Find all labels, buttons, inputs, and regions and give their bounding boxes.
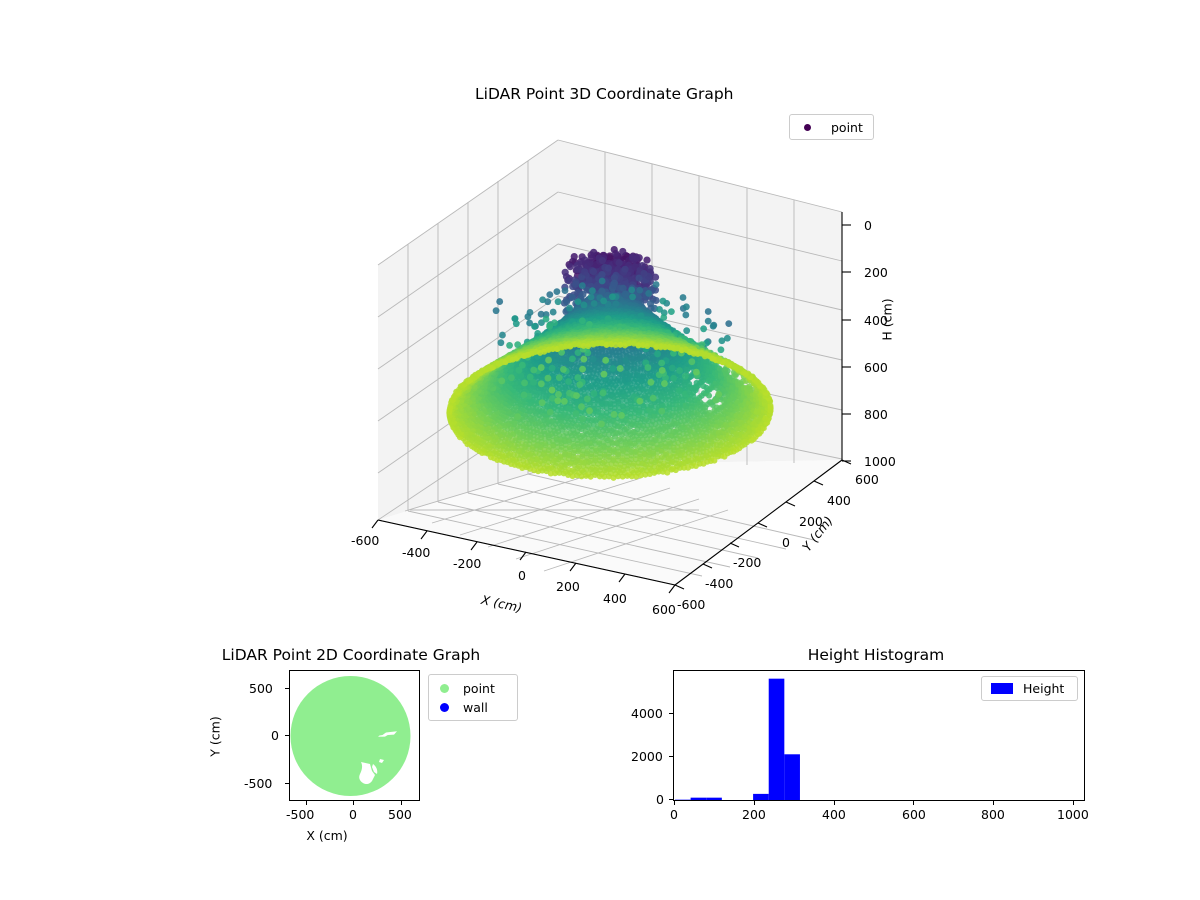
- point-3d: [610, 411, 618, 418]
- point-3d: [530, 366, 538, 374]
- point-3d: [537, 380, 545, 388]
- point-3d: [566, 263, 574, 271]
- point-3d: [579, 415, 586, 423]
- point-3d: [600, 370, 608, 378]
- point-3d: [583, 395, 591, 403]
- point-3d: [649, 394, 657, 402]
- point-3d: [598, 256, 607, 265]
- point-3d: [590, 390, 598, 397]
- point-3d: [598, 271, 606, 279]
- point-3d: [601, 458, 608, 465]
- point-3d: [569, 355, 576, 363]
- point-3d: [498, 377, 506, 385]
- point-3d: [596, 439, 603, 446]
- point-3d: [636, 397, 644, 405]
- point-3d: [576, 381, 584, 388]
- point-3d: [526, 373, 534, 381]
- point-3d: [573, 392, 580, 400]
- plot3d-title: LiDAR Point 3D Coordinate Graph: [475, 85, 734, 103]
- point-3d: [572, 410, 580, 417]
- point-3d: [598, 287, 606, 295]
- point-3d: [578, 458, 585, 465]
- point-3d: [518, 361, 526, 369]
- point-3d: [574, 374, 582, 381]
- point-3d: [599, 389, 607, 397]
- point-3d: [586, 407, 593, 415]
- point-3d: [570, 440, 577, 447]
- point-3d: [542, 315, 550, 323]
- point-3d: [565, 466, 572, 473]
- point-3d: [508, 374, 515, 382]
- point-3d: [538, 399, 546, 407]
- point-3d: [581, 256, 589, 264]
- point-3d: [497, 339, 505, 347]
- point-3d: [555, 374, 563, 382]
- point-3d: [618, 412, 625, 419]
- point-3d: [675, 387, 683, 395]
- point-3d: [514, 413, 522, 421]
- point-3d: [499, 331, 506, 339]
- point-3d: [549, 308, 557, 316]
- point-3d: [589, 267, 598, 276]
- point-3d: [547, 470, 554, 477]
- point-3d: [590, 248, 598, 256]
- point-3d: [561, 287, 569, 294]
- point-3d: [521, 379, 528, 387]
- point-3d: [585, 471, 592, 478]
- point-3d: [579, 365, 586, 373]
- point-3d: [506, 342, 513, 349]
- pane-bottom: [378, 460, 842, 585]
- point-3d: [520, 391, 528, 399]
- point-3d: [637, 472, 644, 479]
- plot3d-axes: [330, 120, 890, 650]
- plot3d-canvas: [371, 139, 852, 594]
- point-3d: [545, 356, 552, 364]
- grid-bottom-pane-2: [404, 456, 729, 572]
- point-3d: [568, 293, 576, 301]
- point-3d: [629, 467, 636, 474]
- point-3d: [560, 366, 567, 373]
- point-3d: [565, 378, 572, 385]
- point-3d: [638, 466, 645, 473]
- point-3d: [589, 355, 597, 363]
- point-3d: [548, 364, 556, 372]
- point-3d: [587, 457, 594, 464]
- plot3d-point-cloud: [446, 245, 774, 481]
- point-3d: [609, 365, 617, 372]
- point-3d: [562, 298, 571, 306]
- point-3d: [539, 296, 547, 304]
- point-3d: [546, 408, 554, 416]
- point-3d: [537, 364, 545, 371]
- point-3d: [531, 323, 538, 330]
- tickmarks-z: [842, 224, 851, 462]
- point-3d: [578, 403, 585, 411]
- point-3d: [572, 280, 580, 288]
- point-3d: [546, 291, 554, 299]
- point-3d: [496, 298, 504, 305]
- point-3d: [566, 304, 573, 312]
- point-3d: [670, 374, 678, 382]
- point-3d: [560, 397, 568, 405]
- point-3d: [581, 268, 589, 276]
- point-3d: [598, 420, 605, 428]
- point-3d: [561, 268, 569, 276]
- point-3d: [658, 407, 666, 415]
- point-3d: [544, 374, 552, 382]
- point-3d: [526, 309, 534, 316]
- point-3d: [548, 386, 556, 394]
- point-3d: [565, 404, 573, 412]
- point-3d: [607, 436, 614, 443]
- point-3d: [668, 364, 676, 372]
- point-3d: [492, 307, 500, 315]
- point-3d: [553, 288, 561, 295]
- point-3d: [511, 315, 519, 323]
- point-3d: [554, 397, 562, 405]
- tickmarks-x: [371, 519, 676, 594]
- point-3d: [555, 391, 562, 398]
- point-3d: [570, 252, 578, 261]
